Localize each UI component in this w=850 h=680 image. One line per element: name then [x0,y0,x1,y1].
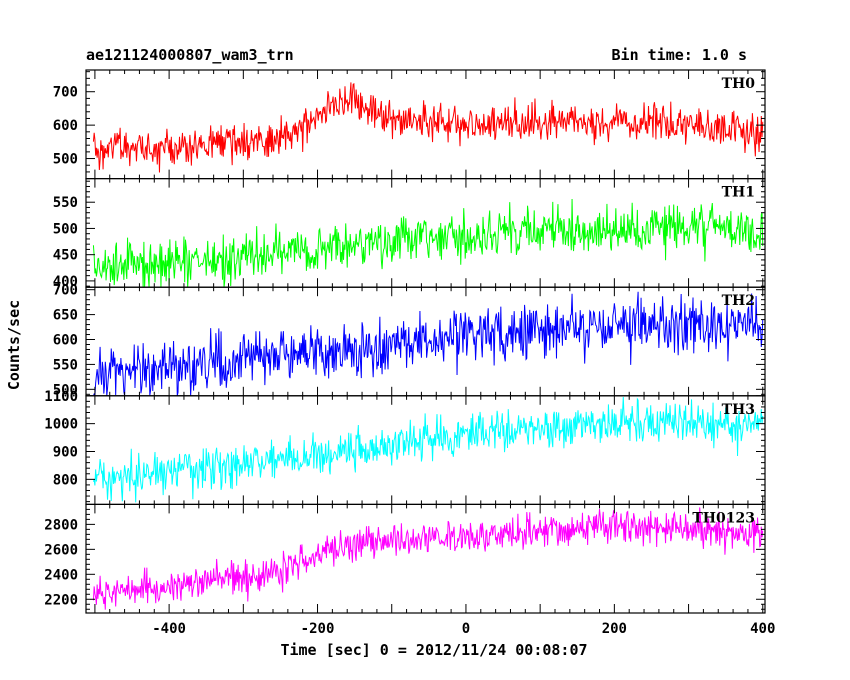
y-tick-label: 2600 [44,542,78,558]
y-tick-label: 2800 [44,517,78,533]
y-tick-label: 450 [53,248,78,264]
series-line-th3 [92,397,764,503]
bin-time-label: Bin time: 1.0 s [612,46,747,64]
x-tick-label: -200 [301,621,335,637]
series-line-th0 [92,82,764,173]
panel-name-th0123: TH0123 [692,510,755,526]
panel-name-th1: TH1 [722,185,755,201]
x-axis-label: Time [sec] 0 = 2012/11/24 00:08:07 [280,641,587,659]
panel-name-th3: TH3 [722,402,755,418]
y-axis-label: Counts/sec [5,300,23,390]
panel-frame-th0123 [85,503,766,614]
y-tick-label: 700 [53,85,78,101]
series-line-th1 [92,198,764,288]
series-line-th2 [93,291,764,396]
x-tick-label: 0 [462,621,470,637]
y-tick-label: 500 [53,382,78,398]
y-tick-label: 650 [53,308,78,324]
y-tick-label: 800 [53,472,78,488]
y-tick-label: 600 [53,333,78,349]
y-tick-label: 550 [53,357,78,373]
panel-name-th2: TH2 [722,293,755,309]
chart-title: ae121124000807_wam3_trn [86,46,294,64]
y-tick-label: 550 [53,195,78,211]
x-tick-label: 400 [750,621,775,637]
panel-name-th0: TH0 [722,76,756,92]
y-tick-label: 1100 [44,389,78,405]
panels-group: 500 600 700 TH0 400 450 500 550 TH1 500 550 600 650 7… [44,69,775,637]
y-tick-label: 2200 [44,592,78,608]
y-tick-label: 2400 [44,567,78,583]
y-tick-label: 900 [53,444,78,460]
y-tick-label: 700 [53,283,78,299]
series-line-th0123 [92,507,764,610]
y-tick-label: 500 [53,221,78,237]
y-tick-label: 500 [53,152,78,168]
x-tick-label: 200 [602,621,627,637]
y-tick-label: 1000 [44,417,78,433]
panel-frame-th0 [85,69,766,180]
x-tick-label: -400 [152,621,186,637]
y-tick-label: 600 [53,118,78,134]
y-tick-label: 400 [53,274,78,290]
